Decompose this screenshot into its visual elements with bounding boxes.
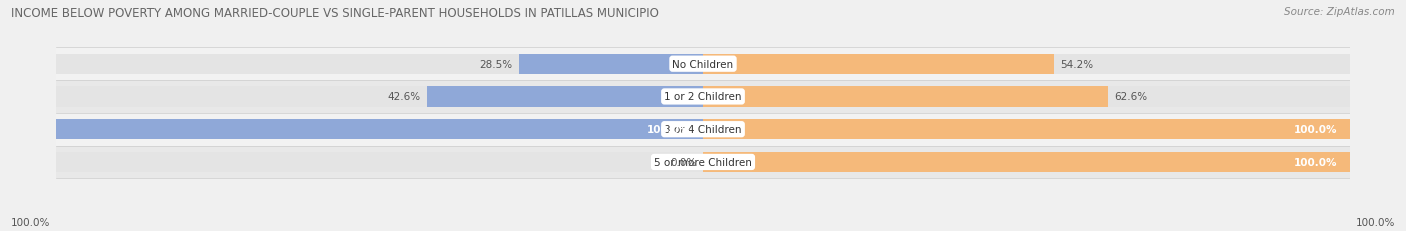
Bar — [56, 146, 1350, 179]
Bar — [703, 54, 1053, 75]
Bar — [519, 54, 703, 75]
Bar — [703, 119, 1350, 140]
Bar — [56, 152, 703, 172]
Text: No Children: No Children — [672, 59, 734, 69]
Text: INCOME BELOW POVERTY AMONG MARRIED-COUPLE VS SINGLE-PARENT HOUSEHOLDS IN PATILLA: INCOME BELOW POVERTY AMONG MARRIED-COUPL… — [11, 7, 659, 20]
Text: 1 or 2 Children: 1 or 2 Children — [664, 92, 742, 102]
Bar — [703, 87, 1350, 107]
Bar — [56, 113, 1350, 146]
Bar — [56, 48, 1350, 81]
Text: 100.0%: 100.0% — [11, 217, 51, 227]
Text: 100.0%: 100.0% — [647, 125, 690, 135]
Bar — [427, 87, 703, 107]
Bar — [56, 87, 703, 107]
Text: 100.0%: 100.0% — [1355, 217, 1395, 227]
Text: Source: ZipAtlas.com: Source: ZipAtlas.com — [1284, 7, 1395, 17]
Text: 62.6%: 62.6% — [1115, 92, 1147, 102]
Bar — [703, 152, 1350, 172]
Bar — [703, 152, 1350, 172]
Text: 28.5%: 28.5% — [479, 59, 512, 69]
Bar — [703, 87, 1108, 107]
Text: 3 or 4 Children: 3 or 4 Children — [664, 125, 742, 135]
Bar — [56, 54, 703, 75]
Text: 42.6%: 42.6% — [388, 92, 420, 102]
Bar — [703, 54, 1350, 75]
Text: 5 or more Children: 5 or more Children — [654, 157, 752, 167]
Bar — [56, 81, 1350, 113]
Bar — [56, 119, 703, 140]
Text: 54.2%: 54.2% — [1060, 59, 1092, 69]
Bar — [703, 119, 1350, 140]
Text: 100.0%: 100.0% — [1294, 157, 1337, 167]
Text: 0.0%: 0.0% — [671, 157, 696, 167]
Bar — [56, 119, 703, 140]
Text: 100.0%: 100.0% — [1294, 125, 1337, 135]
